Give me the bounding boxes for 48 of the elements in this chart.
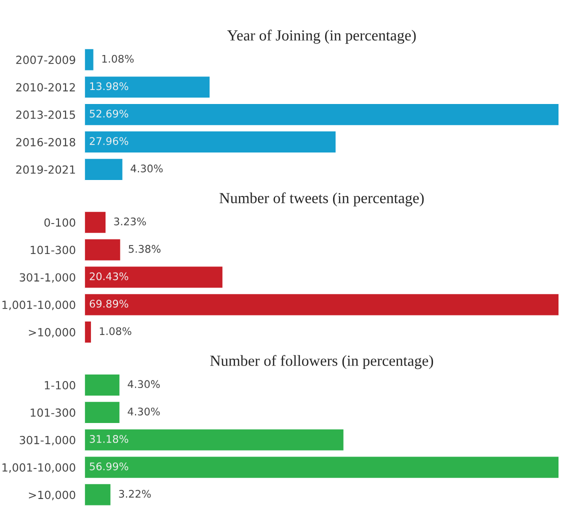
data-label: 4.30% [130,164,163,172]
y-tick-label: >10,000 [28,328,76,338]
bar [84,455,560,480]
bar [84,157,124,182]
bar [84,400,121,424]
bar [84,320,92,344]
y-tick-label: 2010-2012 [16,83,75,92]
bar [84,48,95,72]
bar [84,210,107,234]
data-label: 3.23% [114,218,146,226]
data-label: 1.08% [100,327,132,336]
bar [84,238,122,262]
y-tick-label: 1,001-10,000 [2,463,76,473]
data-label: 31.18% [90,435,128,443]
data-label: 4.30% [128,380,160,388]
y-tick-label: 1,001-10,000 [2,300,76,310]
chart-title: Number of followers (in percentage) [210,355,434,370]
bar [84,102,560,126]
chart-title: Number of tweets (in percentage) [220,192,424,206]
bar [84,130,337,154]
y-tick-label: 2019-2021 [16,165,75,174]
y-tick-label: 301-1,000 [20,273,76,283]
bar [84,265,224,290]
bar [84,373,121,397]
bar [84,292,560,317]
y-tick-label: 2013-2015 [16,110,75,119]
data-label: 20.43% [90,272,128,280]
data-label: 56.99% [90,462,128,470]
y-tick-label: 301-1,000 [20,436,76,446]
data-label: 1.08% [102,54,134,63]
y-tick-label: 2007-2009 [16,56,76,64]
data-label: 27.96% [90,137,128,145]
bar [84,482,112,507]
data-label: 5.38% [128,244,160,253]
chart-title: Year of Joining (in percentage) [227,30,416,44]
data-label: 69.89% [90,300,128,308]
y-tick-label: 1-100 [44,381,76,390]
bar [84,428,345,452]
data-label: 4.30% [128,408,160,416]
y-tick-label: 101-300 [30,246,76,254]
y-tick-label: 2016-2018 [16,138,76,146]
bar [84,75,211,100]
y-tick-label: 0-100 [44,218,76,227]
y-tick-label: >10,000 [28,490,76,500]
data-label: 52.69% [90,110,128,118]
y-tick-label: 101-300 [30,408,76,417]
data-label: 3.22% [119,490,151,498]
data-label: 13.98% [90,82,128,90]
